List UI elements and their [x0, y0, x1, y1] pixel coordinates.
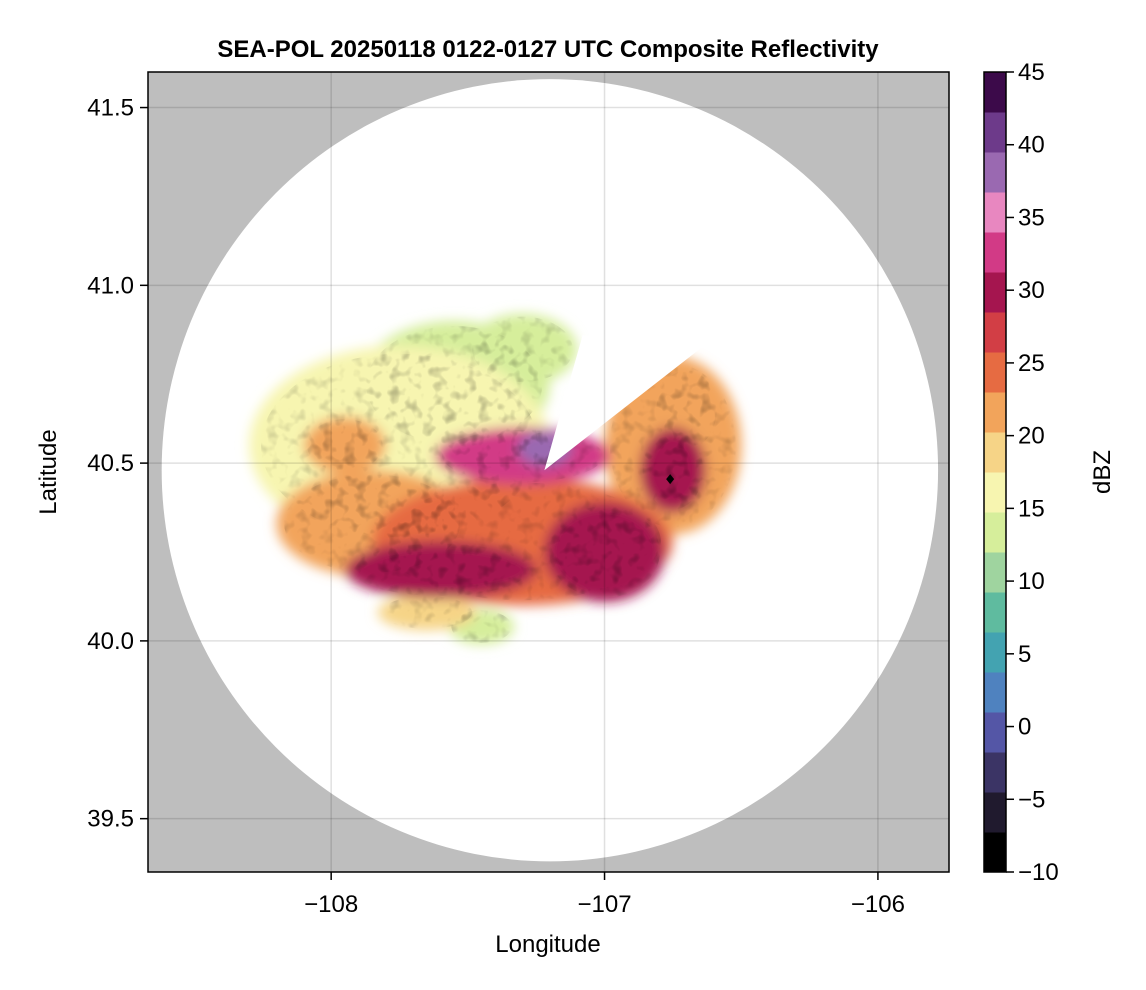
echo-texture-region	[642, 430, 704, 510]
colorbar-tick-label: 20	[1018, 423, 1045, 450]
colorbar-segment	[984, 392, 1006, 433]
colorbar-segment	[984, 152, 1006, 193]
x-tick-label: −106	[851, 891, 905, 918]
colorbar-segment	[984, 792, 1006, 833]
colorbar-tick-label: 15	[1018, 495, 1045, 522]
colorbar-tick-label: 35	[1018, 204, 1045, 231]
echo-texture-region	[381, 596, 473, 629]
y-tick-label: 40.5	[87, 450, 134, 477]
plot-frame	[147, 71, 950, 873]
y-tick-label: 41.5	[87, 95, 134, 122]
chart-title: SEA-POL 20250118 0122-0127 UTC Composite…	[217, 36, 879, 63]
colorbar-segment	[984, 72, 1006, 113]
colorbar-frame	[983, 71, 1007, 873]
colorbar-segment	[984, 352, 1006, 393]
colorbar-segment	[984, 112, 1006, 153]
colorbar-segment	[984, 832, 1006, 873]
colorbar-segment	[984, 312, 1006, 353]
plot-area	[148, 72, 949, 872]
y-tick-label: 41.0	[87, 272, 134, 299]
location-marker	[666, 474, 675, 485]
colorbar-segment	[984, 272, 1006, 313]
colorbar-label: dBZ	[1089, 450, 1116, 494]
colorbar-tick-label: 40	[1018, 132, 1045, 159]
colorbar-tick-label: 0	[1018, 714, 1031, 741]
colorbar-tick-label: −10	[1018, 859, 1059, 886]
colorbar-tick-label: 30	[1018, 277, 1045, 304]
colorbar-tick-label: 45	[1018, 59, 1045, 86]
x-axis: −108 −107 −106	[304, 872, 905, 918]
y-axis-label: Latitude	[35, 429, 62, 514]
colorbar-segment	[984, 752, 1006, 793]
echo-texture-region	[307, 419, 383, 472]
colorbar-segment	[984, 192, 1006, 233]
beam-blockage-gap	[544, 335, 709, 471]
colorbar-segment	[984, 712, 1006, 753]
colorbar-tick-label: 25	[1018, 350, 1045, 377]
echo-texture-region	[352, 543, 529, 596]
echo-texture-region	[549, 506, 660, 598]
colorbar-segment	[984, 232, 1006, 273]
colorbar-segment	[984, 512, 1006, 553]
x-tick-label: −108	[304, 891, 358, 918]
y-tick-label: 39.5	[87, 806, 134, 833]
grid-lines	[148, 72, 949, 872]
y-axis: 39.5 40.0 40.5 41.0 41.5	[87, 95, 148, 833]
colorbar-segment	[984, 472, 1006, 513]
echo-texture	[261, 316, 736, 644]
colorbar-segment	[984, 552, 1006, 593]
colorbar-tick-label: 10	[1018, 568, 1045, 595]
colorbar-segment	[984, 632, 1006, 673]
x-axis-label: Longitude	[495, 931, 600, 958]
colorbar-segment	[984, 432, 1006, 473]
colorbar-tick-label: −5	[1018, 786, 1045, 813]
colorbar-segment	[984, 592, 1006, 633]
colorbar-tick-label: 5	[1018, 641, 1031, 668]
x-tick-label: −107	[578, 891, 632, 918]
colorbar-segment	[984, 672, 1006, 713]
y-tick-label: 40.0	[87, 628, 134, 655]
colorbar: −10 −5 0 5 10 15 20 25 30 35 40 45	[983, 59, 1059, 886]
